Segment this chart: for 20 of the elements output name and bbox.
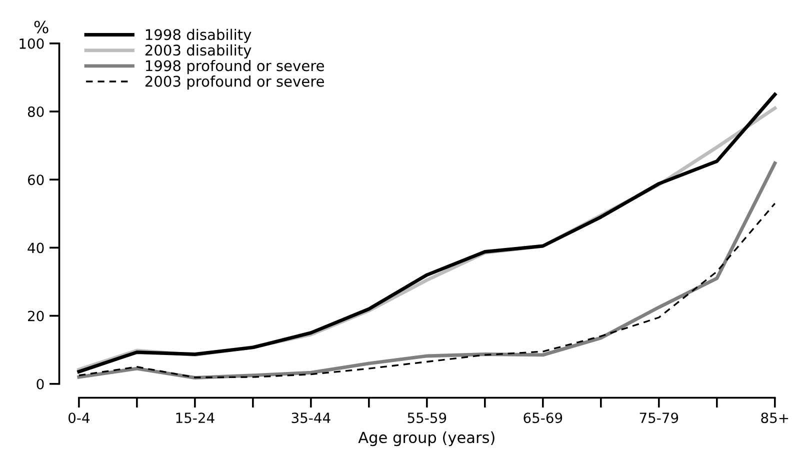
line-series xyxy=(77,162,777,380)
x-tick-label: 75-79 xyxy=(640,412,678,424)
y-tick-label: 40 xyxy=(28,242,44,254)
x-tick-label: 0-4 xyxy=(68,412,90,424)
x-tick-label: 55-59 xyxy=(408,412,446,424)
y-tick-label: 80 xyxy=(28,106,44,117)
x-tick-label: 65-69 xyxy=(524,412,562,424)
legend-label: 1998 disability xyxy=(146,28,252,43)
x-tick-label: 85+ xyxy=(761,412,788,424)
x-tick-label: 15-24 xyxy=(176,412,214,424)
legend-label: 1998 profound or severe xyxy=(146,60,324,74)
y-tick-label: 0 xyxy=(36,378,44,390)
x-tick-label: 35-44 xyxy=(292,412,330,424)
y-tick-label: 60 xyxy=(28,174,44,186)
legend-label: 2003 profound or severe xyxy=(145,76,324,90)
y-axis-title: % xyxy=(34,20,48,34)
x-axis-title: Age group (years) xyxy=(358,431,494,446)
legend-label: 2003 disability xyxy=(145,44,252,59)
y-tick-label: 20 xyxy=(28,310,44,322)
y-tick-label: 100 xyxy=(20,38,44,49)
